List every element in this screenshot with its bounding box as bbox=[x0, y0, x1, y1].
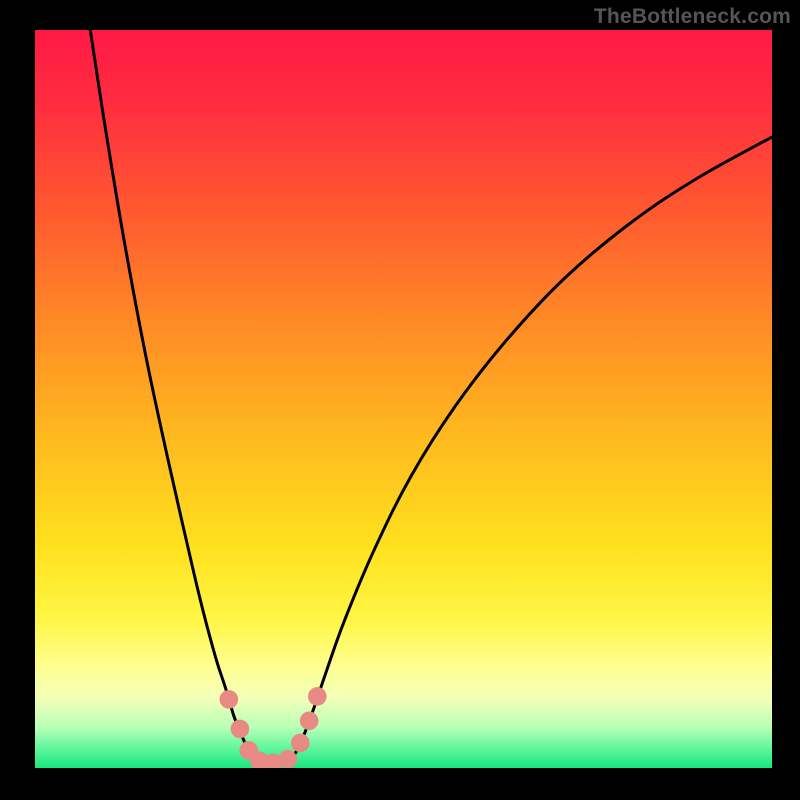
curve-marker bbox=[300, 712, 318, 730]
curve-marker bbox=[231, 720, 249, 738]
curve-marker bbox=[220, 691, 238, 709]
curve-marker bbox=[292, 734, 310, 752]
chart-canvas bbox=[0, 0, 800, 800]
watermark-text: TheBottleneck.com bbox=[594, 5, 791, 29]
curve-marker bbox=[279, 750, 297, 768]
plot-gradient-background bbox=[35, 30, 772, 768]
curve-marker bbox=[308, 688, 326, 706]
